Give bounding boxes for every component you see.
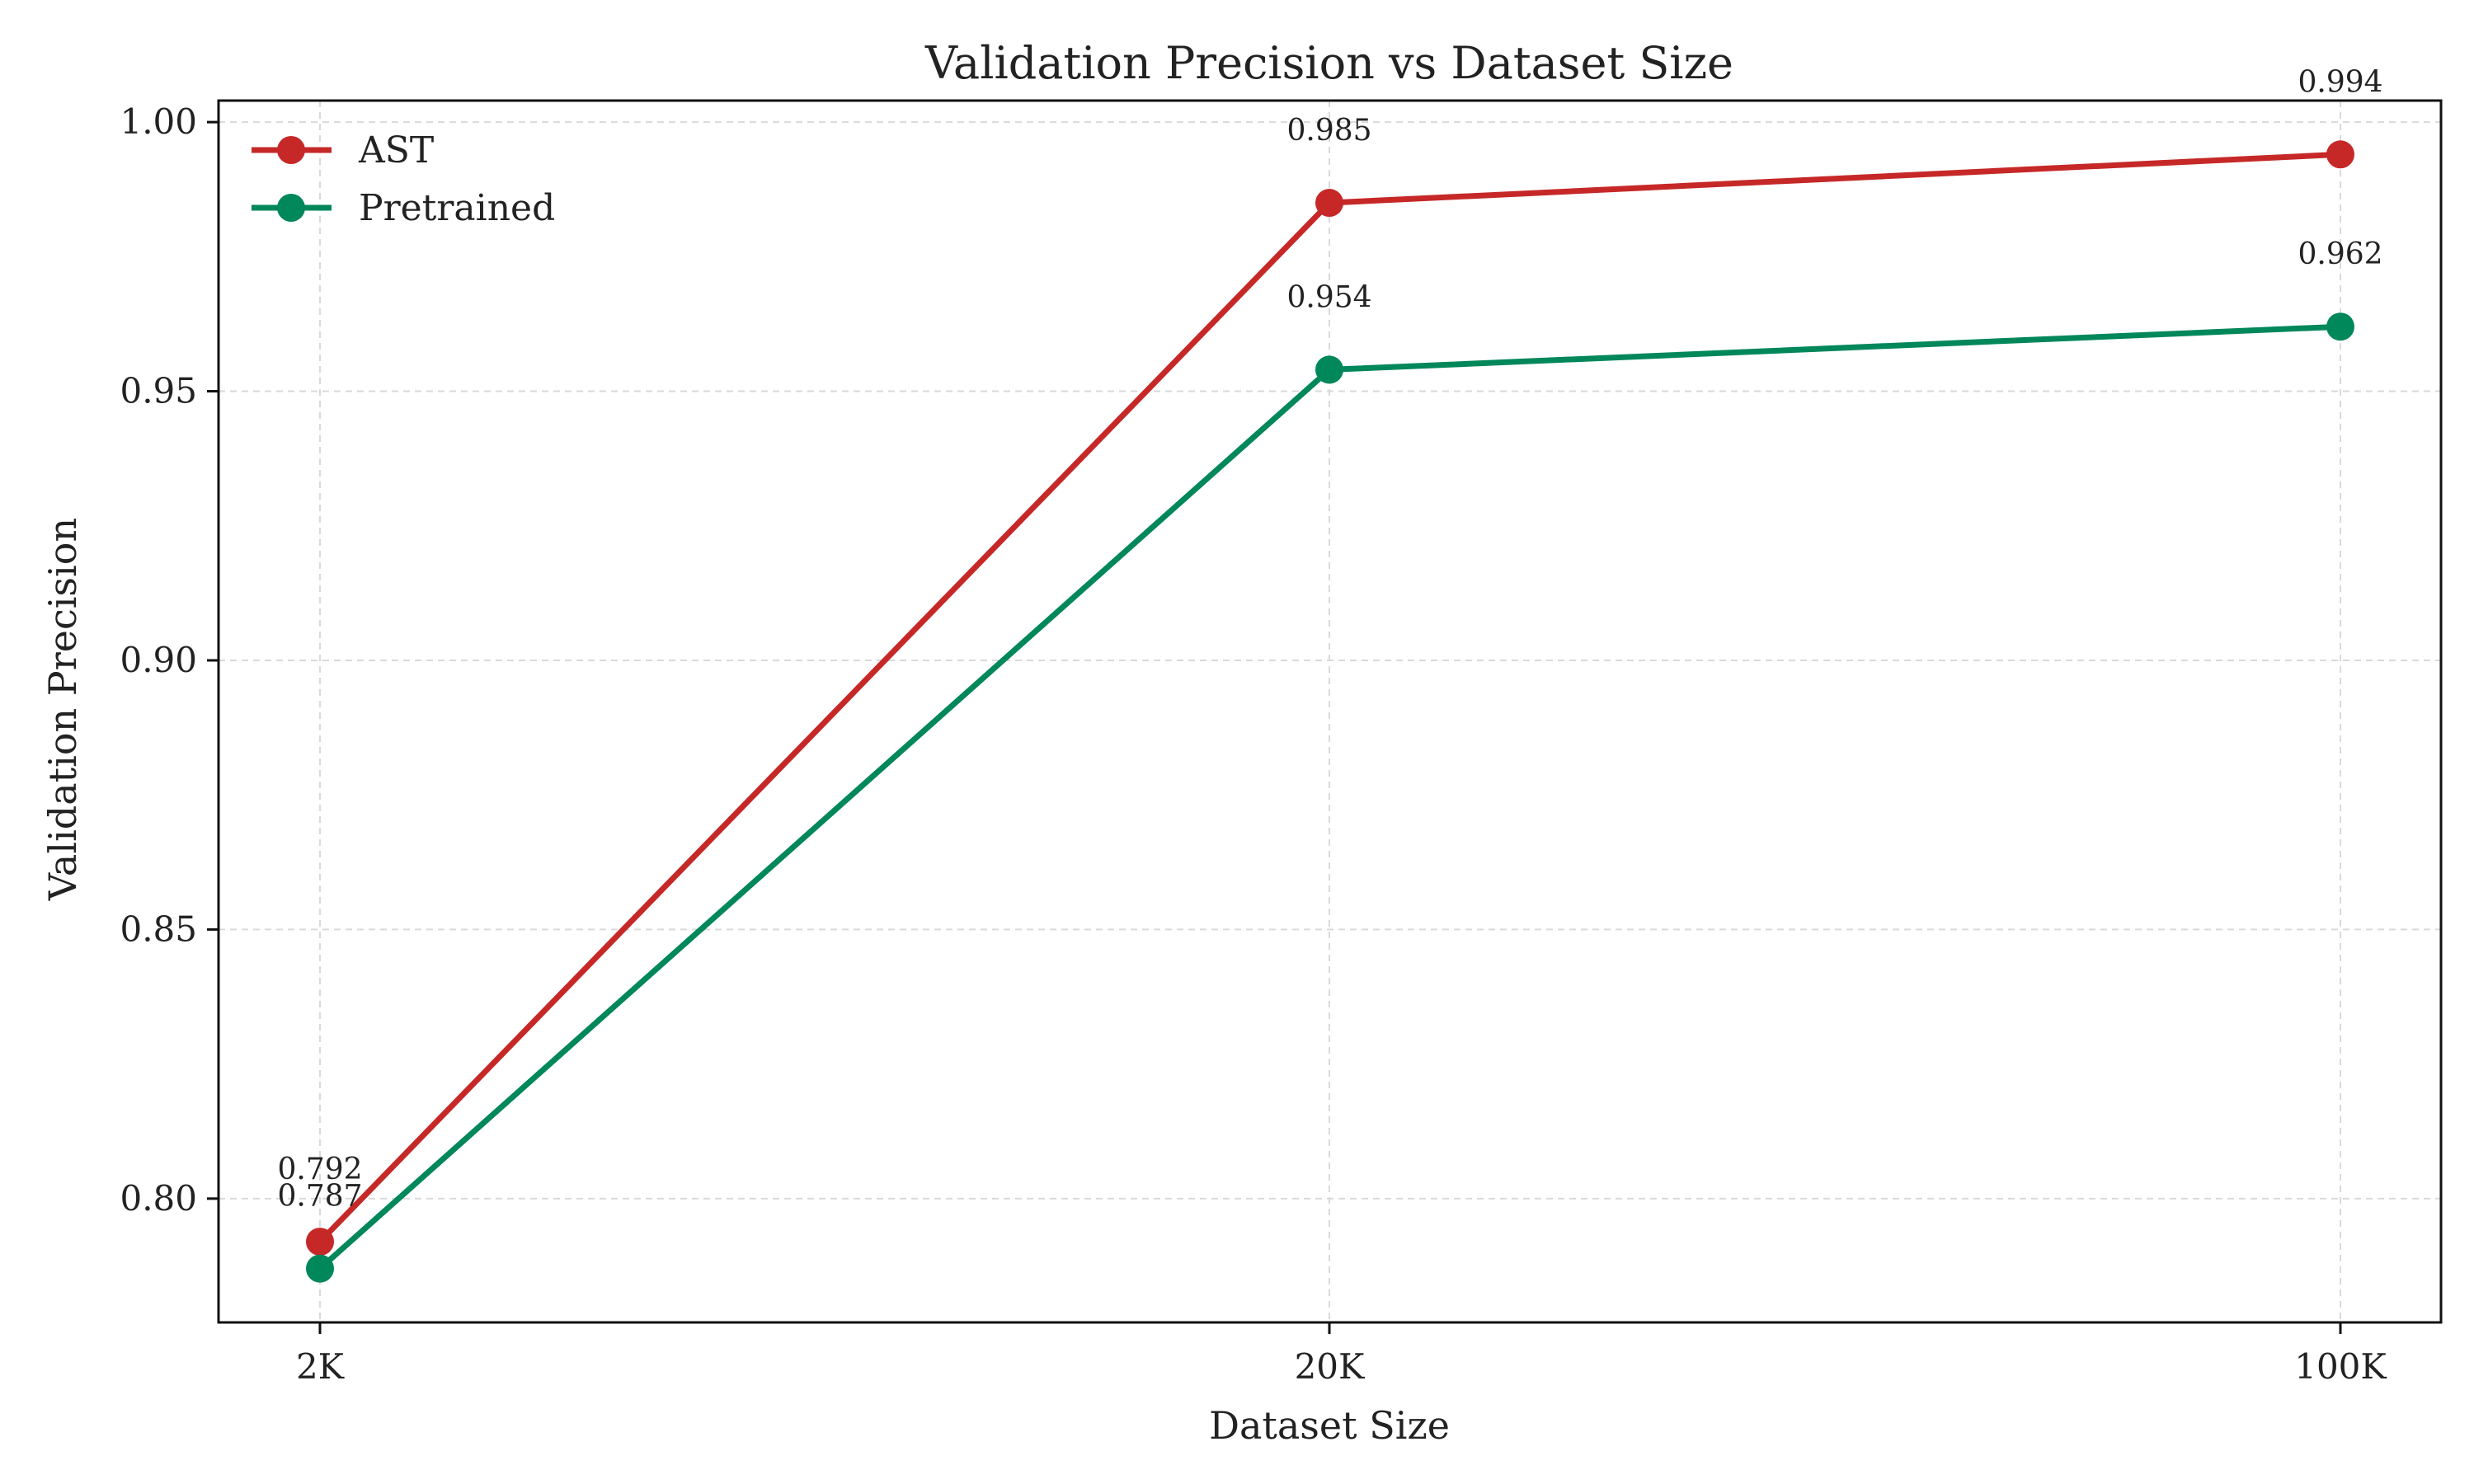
data-label-pretrained: 0.954: [1286, 280, 1371, 314]
data-point-ast: [2326, 140, 2354, 169]
series-line-ast: [317, 151, 2341, 1244]
legend-item-pretrained: Pretrained: [252, 187, 555, 229]
data-point-pretrained: [306, 1254, 334, 1283]
legend: AST Pretrained: [252, 129, 555, 229]
data-label-ast: 0.994: [2298, 65, 2382, 99]
y-tick-label: 0.80: [120, 1178, 197, 1219]
legend-swatch-marker: [277, 194, 305, 222]
data-label-ast: 0.792: [277, 1153, 362, 1186]
x-tick-label: 100K: [2294, 1346, 2387, 1387]
legend-item-ast: AST: [252, 129, 434, 171]
y-tick-label: 0.90: [120, 640, 197, 680]
data-label-pretrained: 0.787: [277, 1180, 362, 1214]
chart-title: Validation Precision vs Dataset Size: [924, 37, 1733, 89]
data-label-pretrained: 0.962: [2298, 237, 2382, 271]
data-point-pretrained: [2326, 312, 2354, 341]
series-ast: 0.792 0.985 0.994: [277, 65, 2383, 1256]
data-label-ast: 0.985: [1286, 114, 1371, 148]
legend-label: AST: [358, 129, 434, 171]
axes: 0.80 0.85 0.90 0.95 1.00 2K 20K 100K: [120, 101, 2387, 1387]
x-tick-label: 2K: [296, 1346, 346, 1387]
x-tick-label: 20K: [1295, 1346, 1366, 1387]
legend-label: Pretrained: [359, 187, 555, 229]
y-tick-label: 1.00: [120, 101, 197, 142]
grid: [219, 101, 2441, 1322]
data-point-ast: [306, 1228, 334, 1256]
y-axis-label: Validation Precision: [40, 518, 85, 901]
x-axis-label: Dataset Size: [1209, 1403, 1450, 1448]
y-tick-label: 0.85: [120, 909, 197, 949]
series-pretrained: 0.787 0.954 0.962: [277, 237, 2383, 1283]
legend-swatch-marker: [277, 136, 305, 164]
data-point-ast: [1315, 189, 1343, 218]
data-point-pretrained: [1315, 355, 1343, 384]
series-layer: 0.792 0.985 0.994 0.787 0.954 0.962: [277, 65, 2383, 1283]
y-tick-label: 0.95: [120, 371, 197, 411]
